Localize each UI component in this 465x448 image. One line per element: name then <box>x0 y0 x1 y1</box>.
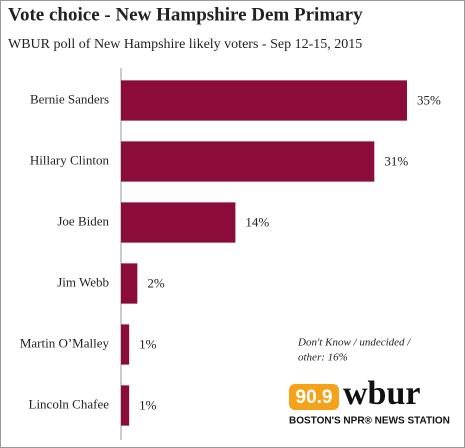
value-label: 14% <box>245 214 269 229</box>
y-tick-label: Lincoln Chafee <box>29 396 110 411</box>
y-tick-label: Joe Biden <box>57 213 109 228</box>
annotation: Don't Know / undecided / <box>297 337 411 349</box>
logo-name: wbur <box>343 375 420 412</box>
value-label: 2% <box>147 275 165 290</box>
y-tick-label: Jim Webb <box>57 274 109 289</box>
bar <box>121 141 375 182</box>
chart-subtitle: WBUR poll of New Hampshire likely voters… <box>8 37 362 52</box>
annotation: other: 16% <box>298 352 348 364</box>
bar <box>121 324 130 365</box>
y-tick-label: Bernie Sanders <box>30 91 109 106</box>
bar <box>121 202 236 243</box>
logo-badge <box>289 384 339 410</box>
logo-frequency: 90.9 <box>296 387 333 408</box>
logo-tagline: BOSTON'S NPR® NEWS STATION <box>289 416 450 427</box>
bar <box>121 263 138 304</box>
bar <box>121 80 407 121</box>
y-tick-label: Martin O’Malley <box>20 335 110 350</box>
bar <box>121 385 130 426</box>
y-tick-label: Hillary Clinton <box>30 152 110 167</box>
chart-title: Vote choice - New Hampshire Dem Primary <box>8 4 363 25</box>
value-label: 1% <box>139 397 157 412</box>
value-label: 31% <box>384 153 408 168</box>
value-label: 1% <box>139 336 157 351</box>
value-label: 35% <box>417 92 441 107</box>
